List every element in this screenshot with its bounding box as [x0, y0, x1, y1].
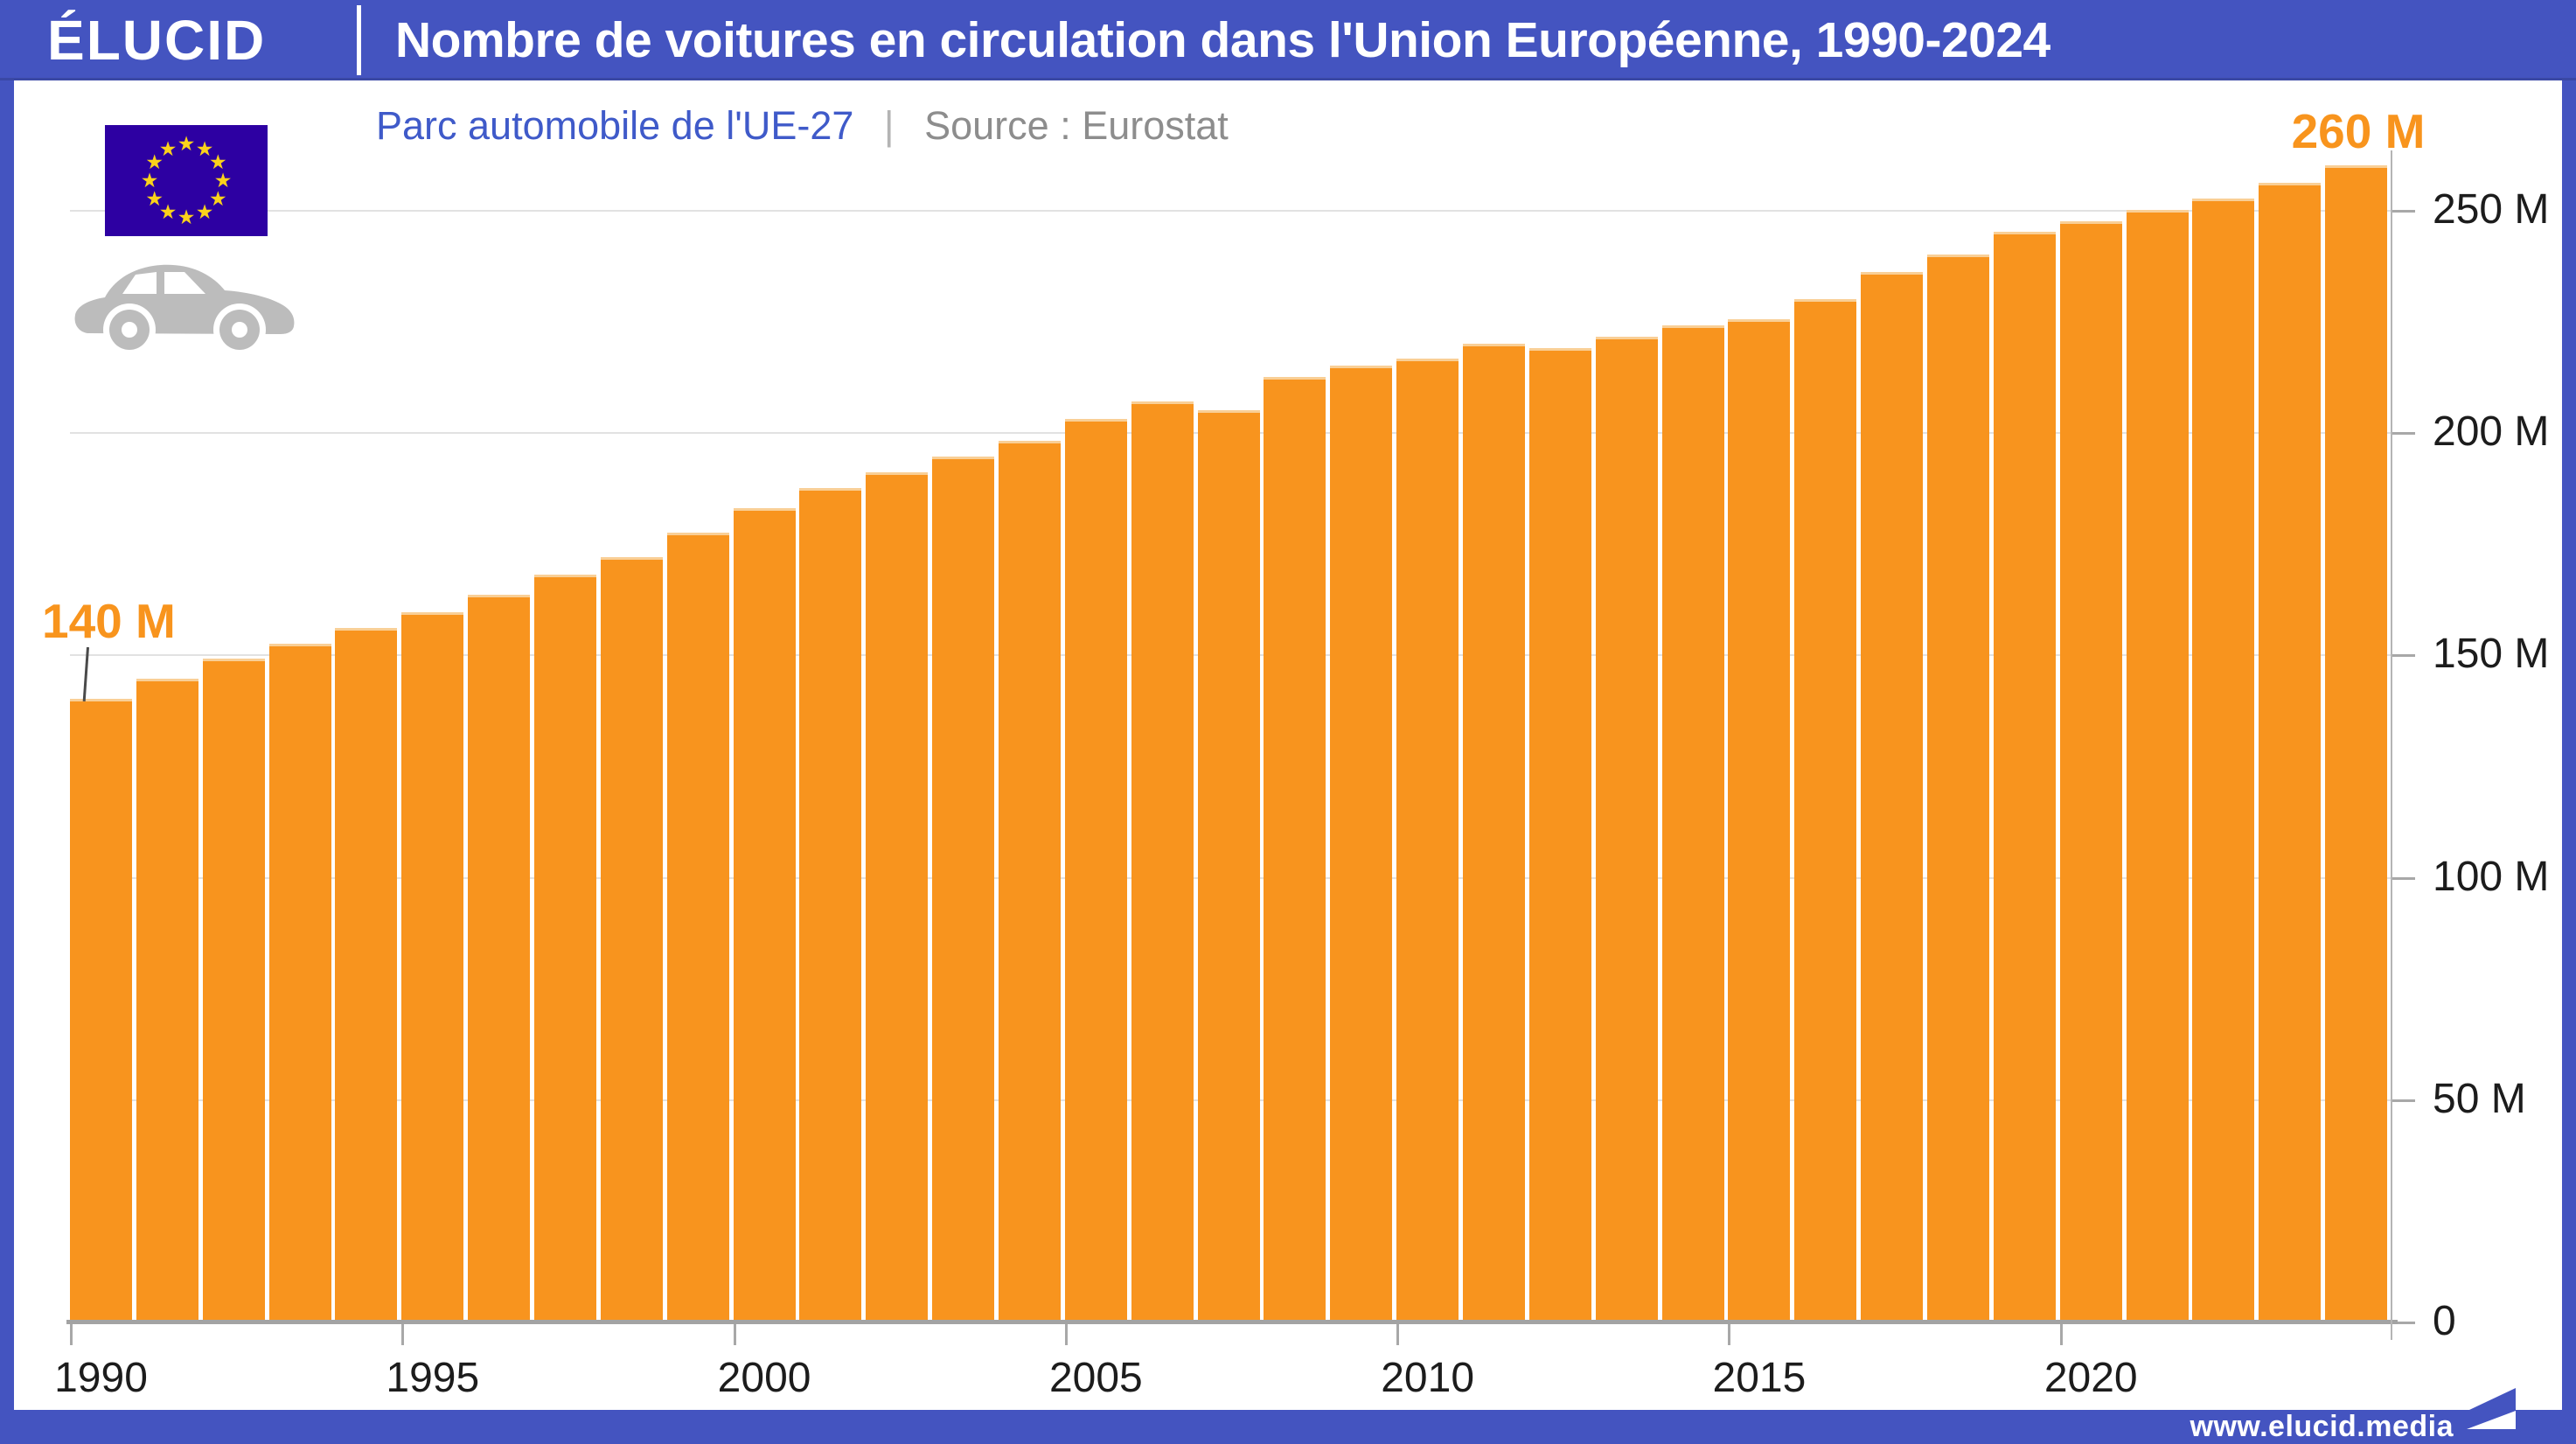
bar-2003	[932, 457, 995, 1322]
x-tick-2015	[1728, 1324, 1731, 1345]
x-label-2010: 2010	[1381, 1355, 1475, 1401]
header-bar: ÉLUCID Nombre de voitures en circulation…	[0, 0, 2576, 80]
y-label-150: 150 M	[2433, 631, 2550, 678]
x-label-1995: 1995	[386, 1355, 480, 1401]
x-tick-2020	[2059, 1324, 2063, 1345]
bar-1995	[401, 612, 464, 1322]
bar-2011	[1462, 343, 1525, 1322]
bar-1991	[136, 679, 198, 1322]
eu-star-icon: ★	[158, 200, 178, 224]
eu-star-icon: ★	[177, 132, 196, 155]
bar-2013	[1595, 336, 1658, 1322]
bar-2019	[1993, 232, 2056, 1322]
x-label-1990: 1990	[54, 1355, 148, 1401]
x-tick-1995	[401, 1324, 405, 1345]
eu-star-icon: ★	[140, 169, 159, 192]
subtitle-label: Parc automobile de l'UE-27	[376, 103, 854, 148]
bar-2018	[1926, 254, 1989, 1322]
bar-2022	[2192, 199, 2255, 1322]
bar-2021	[2126, 210, 2189, 1322]
gridline-250	[70, 210, 2392, 212]
bar-2017	[1861, 272, 1924, 1322]
y-tick-250	[2391, 210, 2415, 213]
eu-star-icon: ★	[195, 136, 214, 160]
header-separator	[357, 5, 361, 75]
bar-1996	[468, 594, 531, 1322]
bar-1990	[70, 699, 132, 1322]
y-tick-100	[2391, 876, 2415, 880]
eu-star-icon: ★	[145, 187, 164, 210]
x-label-2005: 2005	[1048, 1355, 1143, 1401]
elucid-flag-icon-notch	[2467, 1411, 2516, 1429]
bar-1994	[335, 627, 398, 1322]
bar-2005	[1064, 418, 1127, 1322]
bar-1997	[533, 574, 596, 1322]
bar-1998	[600, 556, 663, 1322]
x-label-2015: 2015	[1712, 1355, 1807, 1401]
x-label-2020: 2020	[2043, 1355, 2138, 1401]
bar-2004	[998, 441, 1061, 1322]
bar-2007	[1197, 409, 1260, 1322]
bar-2024	[2325, 165, 2388, 1322]
bar-2015	[1728, 318, 1791, 1322]
footer-bar: www.elucid.media	[0, 1410, 2576, 1444]
y-tick-150	[2391, 654, 2415, 658]
bar-2020	[2059, 220, 2122, 1322]
bar-2002	[866, 471, 929, 1322]
y-tick-0	[2391, 1322, 2415, 1324]
y-label-50: 50 M	[2433, 1075, 2526, 1122]
bar-2001	[799, 487, 862, 1322]
x-axis-line	[66, 1320, 2398, 1324]
annotation-1990-value: 140 M	[42, 594, 176, 648]
bar-2010	[1396, 359, 1459, 1322]
source-label: Source : Eurostat	[924, 103, 1229, 148]
page-title: Nombre de voitures en circulation dans l…	[395, 12, 2050, 68]
x-label-2000: 2000	[717, 1355, 811, 1401]
bar-2014	[1661, 325, 1724, 1322]
x-tick-1990	[70, 1324, 73, 1345]
bar-1992	[202, 659, 265, 1322]
subtitle-row: Parc automobile de l'UE-27 | Source : Eu…	[376, 103, 1229, 149]
bar-2006	[1131, 401, 1194, 1322]
eu-star-icon: ★	[209, 150, 227, 173]
y-label-200: 200 M	[2433, 408, 2550, 456]
subtitle-pipe: |	[883, 103, 895, 148]
bar-1993	[268, 643, 331, 1322]
eu-star-icon: ★	[213, 169, 233, 192]
y-tick-50	[2391, 1099, 2415, 1102]
bar-2012	[1528, 347, 1591, 1322]
bar-2023	[2259, 183, 2322, 1322]
website-link[interactable]: www.elucid.media	[2190, 1410, 2454, 1443]
bar-2009	[1330, 365, 1393, 1322]
bar-1999	[666, 532, 729, 1322]
y-label-100: 100 M	[2433, 853, 2550, 900]
x-tick-2005	[1064, 1324, 1068, 1345]
bar-2016	[1794, 298, 1857, 1322]
eu-star-icon: ★	[177, 206, 196, 228]
y-label-0: 0	[2433, 1298, 2456, 1344]
car-icon	[73, 248, 297, 356]
eu-flag-icon: ★ ★ ★ ★ ★ ★ ★ ★ ★ ★ ★ ★	[105, 125, 268, 236]
eu-star-icon: ★	[158, 136, 178, 160]
bar-2000	[733, 507, 796, 1322]
y-label-250: 250 M	[2433, 186, 2550, 233]
x-tick-2000	[733, 1324, 736, 1345]
y-tick-200	[2391, 432, 2415, 436]
eu-star-icon: ★	[145, 150, 164, 173]
x-tick-2010	[1396, 1324, 1400, 1345]
annotation-2024-value: 260 M	[2291, 104, 2426, 158]
elucid-flag-icon	[2469, 1388, 2516, 1410]
eu-star-icon: ★	[195, 200, 214, 224]
bar-2008	[1264, 376, 1326, 1322]
elucid-logo: ÉLUCID	[47, 9, 267, 72]
y-axis-line	[2391, 150, 2392, 1340]
eu-star-icon: ★	[209, 187, 227, 210]
